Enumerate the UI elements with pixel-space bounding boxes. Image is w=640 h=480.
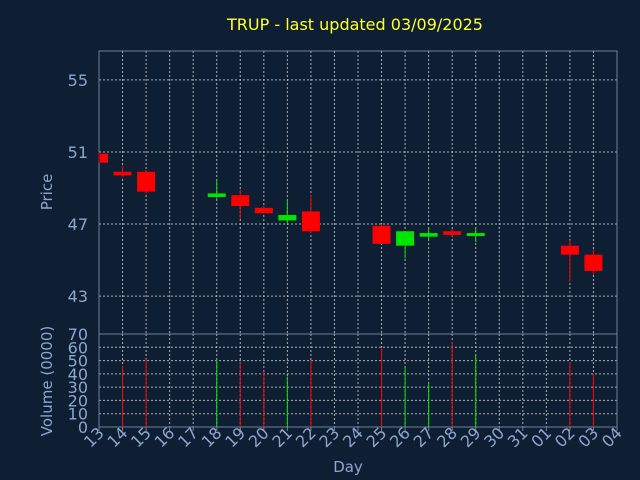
price-tick-label: 47 bbox=[68, 215, 88, 234]
volume-tick-label: 30 bbox=[68, 378, 88, 397]
candle-body bbox=[137, 171, 156, 192]
volume-tick-label: 60 bbox=[68, 338, 88, 357]
chart-title: TRUP - last updated 03/09/2025 bbox=[226, 15, 483, 34]
candle-body bbox=[254, 207, 273, 214]
x-axis-label: Day bbox=[333, 458, 363, 476]
candle-body bbox=[443, 231, 462, 235]
volume-axis-label: Volume (0000) bbox=[38, 326, 56, 436]
volume-tick-label: 70 bbox=[68, 325, 88, 344]
volume-tick-label: 0 bbox=[78, 418, 88, 437]
candle-body bbox=[278, 215, 297, 221]
price-axis-label: Price bbox=[38, 174, 56, 211]
volume-tick-label: 20 bbox=[68, 391, 88, 410]
x-tick-label: 04 bbox=[598, 423, 626, 451]
candle-body bbox=[584, 254, 603, 271]
candle-body bbox=[396, 231, 415, 246]
price-tick-label: 55 bbox=[68, 71, 88, 90]
candle-body bbox=[466, 233, 485, 237]
candle-body bbox=[372, 225, 391, 244]
candle-body bbox=[100, 153, 108, 163]
candle-body bbox=[419, 233, 438, 237]
candle-body bbox=[301, 211, 320, 232]
candle-body bbox=[113, 171, 132, 176]
volume-tick-label: 10 bbox=[68, 405, 88, 424]
candle-body bbox=[231, 195, 250, 207]
candle-body bbox=[207, 193, 226, 198]
volume-tick-label: 50 bbox=[68, 352, 88, 371]
price-tick-label: 51 bbox=[68, 143, 88, 162]
price-tick-label: 43 bbox=[68, 287, 88, 306]
candle-body bbox=[560, 245, 579, 255]
volume-tick-label: 40 bbox=[68, 365, 88, 384]
